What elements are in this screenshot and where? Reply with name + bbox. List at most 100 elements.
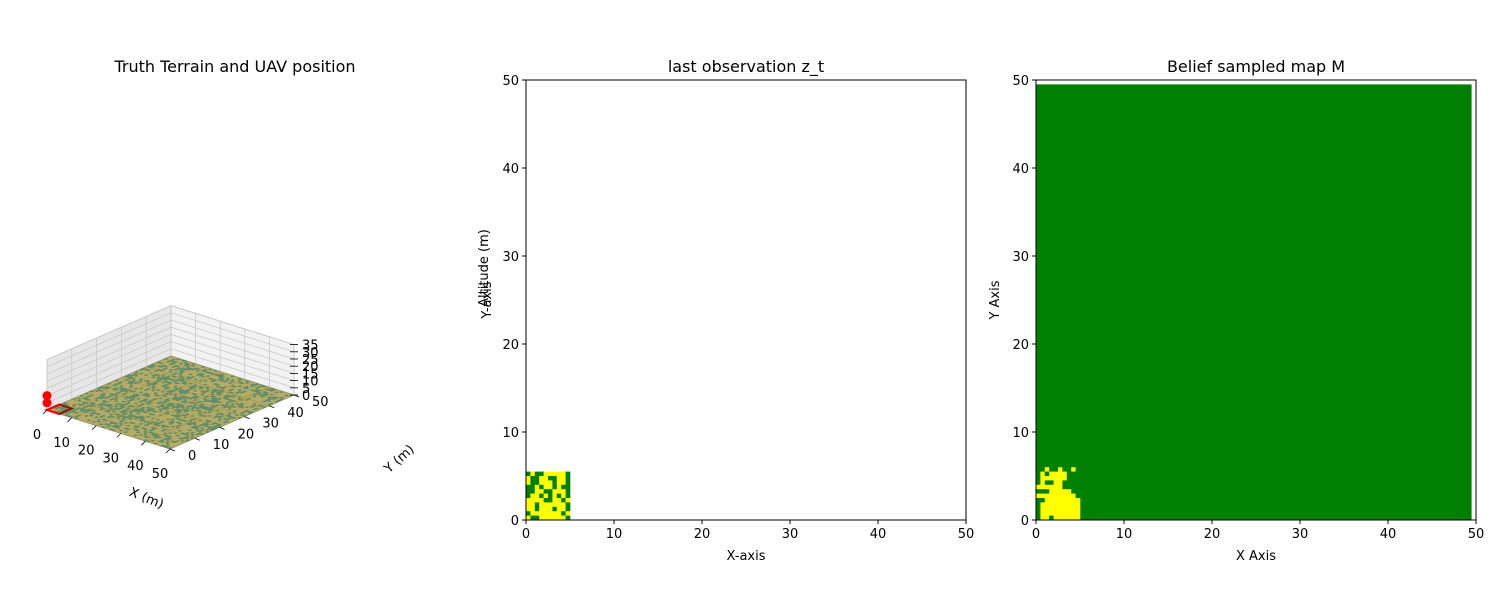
z-tick-label: 10 bbox=[302, 375, 319, 390]
observation-cell bbox=[539, 502, 544, 508]
terrain-vegetation-cell bbox=[170, 440, 175, 443]
terrain-vegetation-cell bbox=[212, 399, 218, 402]
terrain-vegetation-cell bbox=[217, 412, 223, 415]
terrain-vegetation-cell bbox=[111, 388, 117, 391]
terrain-vegetation-cell bbox=[96, 413, 102, 416]
terrain-vegetation-cell bbox=[202, 411, 208, 414]
terrain-vegetation-cell bbox=[76, 414, 82, 417]
y-tick-label: 40 bbox=[287, 406, 304, 421]
terrain-vegetation-cell bbox=[165, 377, 171, 380]
terrain-vegetation-cell bbox=[207, 409, 213, 412]
terrain-vegetation-cell bbox=[227, 400, 233, 403]
terrain-vegetation-cell bbox=[136, 397, 141, 400]
observation-cell bbox=[565, 476, 571, 481]
terrain-vegetation-cell bbox=[225, 379, 230, 382]
terrain-vegetation-cell bbox=[101, 418, 107, 421]
observation-cell bbox=[556, 484, 562, 490]
terrain-vegetation-cell bbox=[197, 374, 203, 377]
terrain-vegetation-cell bbox=[210, 373, 216, 375]
gridline-z bbox=[46, 312, 295, 368]
observation-cell bbox=[561, 498, 566, 503]
belief-cell bbox=[1036, 493, 1041, 499]
terrain-vegetation-cell bbox=[180, 382, 186, 385]
terrain-vegetation-cell bbox=[242, 411, 247, 413]
terrain-vegetation-cell bbox=[261, 394, 267, 397]
terrain-vegetation-cell bbox=[254, 388, 260, 391]
terrain-vegetation-cell bbox=[182, 420, 188, 423]
terrain-vegetation-cell bbox=[118, 390, 124, 393]
terrain-vegetation-cell bbox=[123, 410, 129, 413]
terrain-vegetation-cell bbox=[192, 423, 198, 426]
terrain-vegetation-cell bbox=[81, 397, 87, 400]
terrain-vegetation-cell bbox=[225, 377, 230, 380]
terrain-vegetation-cell bbox=[192, 427, 198, 429]
terrain-vegetation-cell bbox=[156, 376, 161, 379]
terrain-vegetation-cell bbox=[204, 429, 210, 431]
terrain-vegetation-cell bbox=[138, 380, 144, 382]
observation-cell bbox=[526, 480, 531, 486]
observation-cell bbox=[543, 476, 549, 481]
terrain-vegetation-cell bbox=[128, 412, 134, 415]
terrain-vegetation-cell bbox=[165, 399, 171, 402]
terrain-vegetation-cell bbox=[118, 420, 124, 423]
terrain-vegetation-cell bbox=[152, 435, 158, 437]
terrain-vegetation-cell bbox=[224, 398, 230, 400]
belief-cell bbox=[1040, 506, 1046, 512]
terrain-vegetation-cell bbox=[200, 386, 206, 389]
terrain-vegetation-cell bbox=[227, 413, 233, 416]
terrain-vegetation-cell bbox=[91, 411, 97, 414]
belief-cell bbox=[1062, 511, 1068, 516]
belief-cell bbox=[1036, 511, 1041, 516]
observation-cell bbox=[552, 515, 558, 521]
terrain-vegetation-cell bbox=[254, 383, 260, 386]
terrain-vegetation-cell bbox=[165, 398, 171, 400]
belief-axes-frame bbox=[1035, 79, 1477, 521]
terrain-vegetation-cell bbox=[88, 414, 94, 417]
terrain-vegetation-cell bbox=[138, 409, 144, 412]
terrain-vegetation-cell bbox=[158, 365, 164, 368]
terrain-vegetation-cell bbox=[175, 408, 181, 411]
belief-ticks: 0 10 20 30 40 50 0 10 20 30 40 50 bbox=[1012, 74, 1484, 542]
terrain-vegetation-cell bbox=[217, 397, 223, 400]
terrain-vegetation-cell bbox=[284, 394, 290, 397]
terrain-vegetation-cell bbox=[158, 397, 164, 400]
terrain-vegetation-cell bbox=[74, 408, 80, 411]
terrain-vegetation-cell bbox=[93, 412, 99, 415]
terrain-vegetation-cell bbox=[252, 390, 257, 392]
terrain-vegetation-cell bbox=[205, 406, 210, 409]
terrain-vegetation-cell bbox=[123, 427, 129, 430]
terrain-vegetation-cell bbox=[146, 380, 151, 383]
terrain-vegetation-cell bbox=[101, 400, 107, 402]
terrain-vegetation-cell bbox=[192, 395, 198, 398]
terrain-vegetation-cell bbox=[254, 390, 260, 393]
terrain-vegetation-cell bbox=[244, 406, 250, 409]
terrain-vegetation-cell bbox=[204, 419, 210, 422]
terrain-vegetation-cell bbox=[177, 418, 183, 421]
observation-cell bbox=[543, 471, 549, 477]
belief-cell bbox=[1071, 471, 1076, 477]
terrain-vegetation-cell bbox=[217, 377, 223, 379]
observation-cell bbox=[543, 502, 549, 508]
belief-cell bbox=[1075, 484, 1081, 490]
belief-cell bbox=[1049, 493, 1054, 499]
terrain-vegetation-cell bbox=[150, 408, 156, 411]
terrain-vegetation-cell bbox=[212, 379, 218, 382]
terrain-vegetation-cell bbox=[217, 379, 223, 381]
terrain-vegetation-cell bbox=[171, 358, 176, 361]
terrain-vegetation-cell bbox=[178, 390, 183, 393]
belief-cell bbox=[1040, 480, 1046, 486]
terrain-vegetation-cell bbox=[200, 369, 206, 372]
terrain-vegetation-cell bbox=[168, 359, 174, 362]
belief-cell bbox=[1066, 502, 1072, 508]
terrain-vegetation-cell bbox=[189, 431, 195, 434]
terrain-vegetation-cell bbox=[168, 404, 173, 407]
terrain-vegetation-cell bbox=[148, 429, 153, 432]
terrain-vegetation-cell bbox=[227, 417, 232, 420]
terrain-vegetation-cell bbox=[214, 413, 220, 416]
observation-cell bbox=[552, 502, 558, 508]
terrain-vegetation-cell bbox=[269, 393, 275, 396]
terrain-vegetation-cell bbox=[207, 377, 213, 380]
terrain-vegetation-cell bbox=[237, 403, 243, 406]
terrain-vegetation-cell bbox=[183, 368, 189, 370]
terrain-vegetation-cell bbox=[162, 434, 168, 437]
